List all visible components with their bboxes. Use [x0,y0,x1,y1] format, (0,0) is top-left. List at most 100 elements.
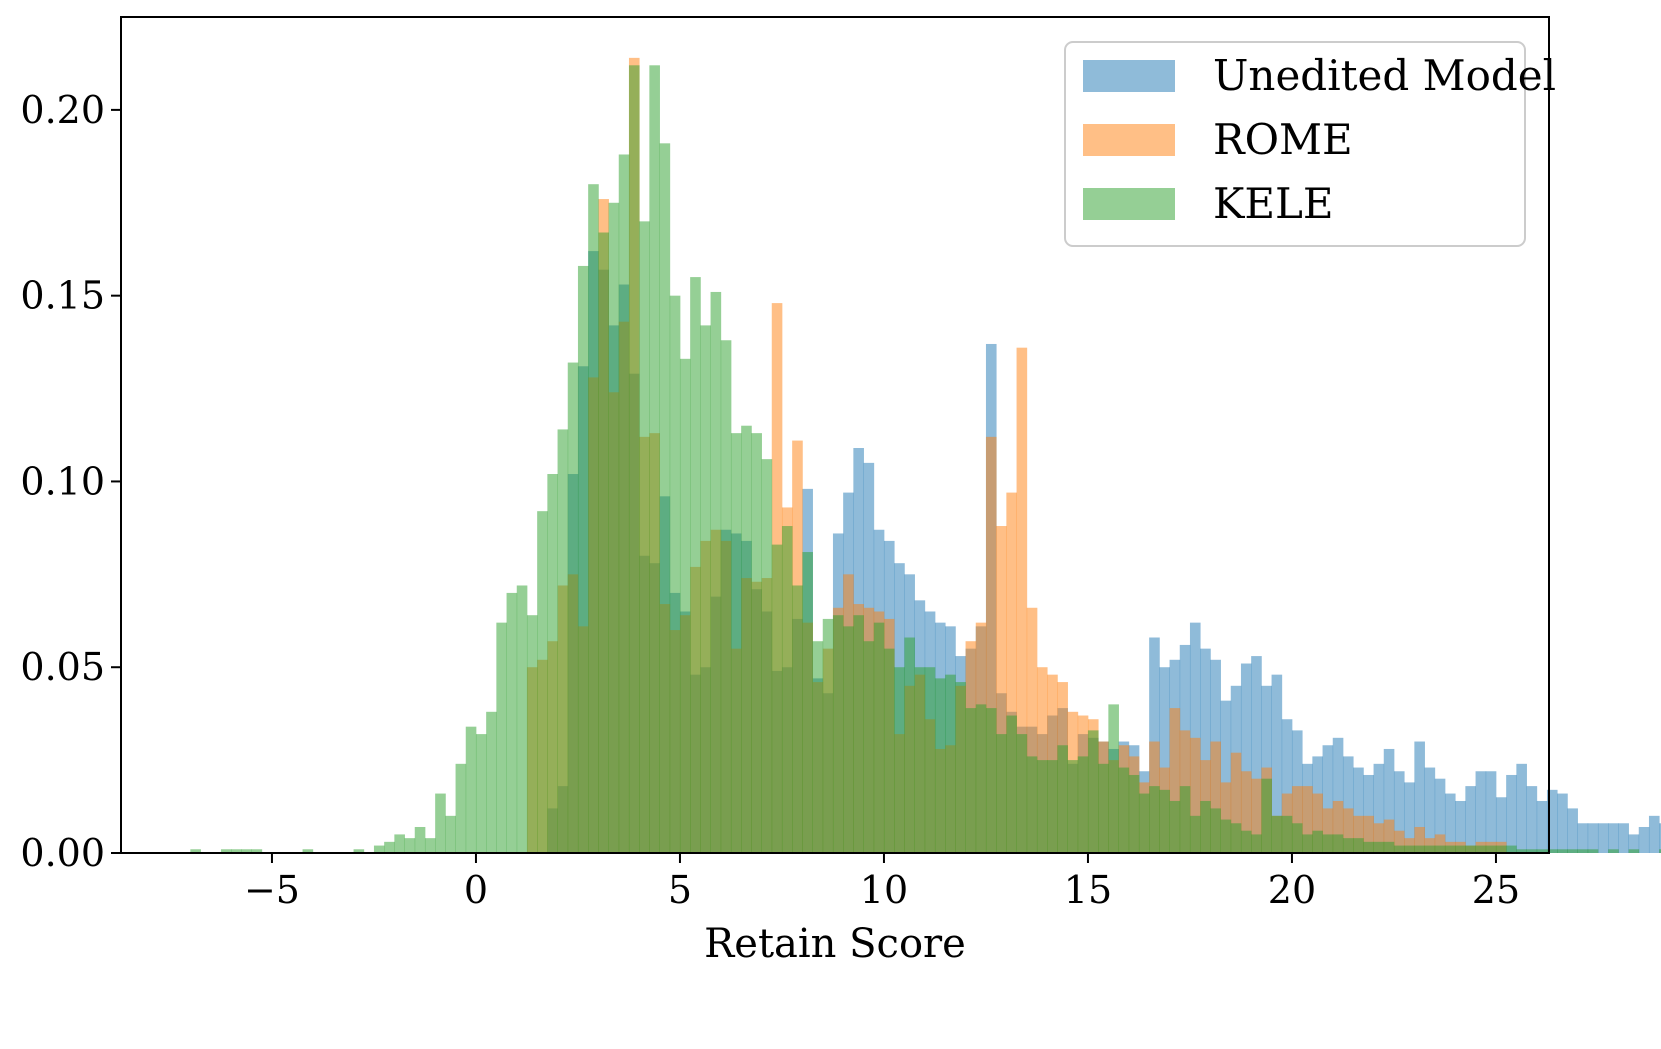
histogram-bar [639,221,650,854]
histogram-bar [1006,715,1017,853]
histogram-bar [822,618,834,853]
histogram-bar [690,277,701,854]
histogram-bar [1077,756,1089,853]
histogram-bar [1414,741,1425,853]
histogram-bar [577,265,589,853]
legend-swatch [1083,188,1175,220]
legend-label: ROME [1213,115,1353,164]
histogram-bar [1271,674,1283,853]
histogram-bar [1353,767,1364,853]
histogram-bar [1128,774,1140,853]
histogram-bar [394,834,405,853]
histogram-bar [1271,815,1283,853]
histogram-bar [618,154,630,854]
histogram-bar [1149,786,1160,853]
histogram-bar [251,849,263,853]
histogram-bar [465,726,477,853]
histogram-bar [1251,834,1262,853]
y-tick-label: 0.15 [20,274,105,318]
histogram-bar [1516,763,1527,853]
histogram-bar [1414,845,1425,853]
histogram-bar [1546,789,1558,853]
histogram-bar [1026,756,1038,853]
histogram-bar [414,826,426,853]
histogram-bar [1659,849,1661,853]
histogram-bar [1291,786,1303,853]
histogram-bar [1618,823,1629,853]
histogram-bar [1393,845,1405,853]
histogram-bar [1516,849,1527,853]
histogram-bar [496,622,507,853]
histogram-bar [231,849,242,853]
histogram-bar [1597,823,1609,853]
histogram-bar [1567,849,1578,853]
histogram-bar [894,667,905,853]
histogram-bar [1210,741,1221,853]
histogram-bar [1424,767,1436,853]
histogram-bar [1036,760,1048,853]
histogram-bar [537,511,548,853]
histogram-bar [741,425,752,853]
legend-box [1064,41,1526,247]
histogram-bar [1444,845,1456,853]
histogram-bar [424,838,436,853]
histogram-bar [985,436,997,853]
histogram-bar [1210,808,1221,853]
histogram-bar [1006,492,1017,853]
histogram-bar [1404,782,1415,853]
histogram-bar [1026,607,1038,853]
histogram-bar [302,849,314,853]
histogram-bar [1138,793,1150,853]
histogram-bar [1251,656,1262,853]
histogram-bar [863,641,875,853]
histogram-bar [1383,841,1395,853]
histogram-bar [659,143,671,853]
histogram-bar [1434,834,1446,853]
histogram-bar [1240,663,1252,853]
histogram-bar [883,648,895,853]
histogram-bar [1424,845,1436,853]
histogram-bar [1363,774,1374,853]
histogram-bar [761,459,773,853]
histogram-bar [1383,748,1395,853]
histogram-bar [1577,823,1589,853]
x-tick-label: 5 [668,868,692,912]
histogram-bar [1465,786,1476,853]
histogram-bar [445,815,456,853]
histogram-bar [598,232,609,853]
histogram-bar [812,641,824,853]
histogram-bar [1444,793,1456,853]
histogram-bar [1404,845,1415,853]
y-tick-label: 0.05 [20,645,105,689]
histogram-bar [914,667,926,853]
histogram-bar [1189,737,1201,853]
histogram-bar [1200,800,1211,853]
histogram-bar [1373,823,1385,853]
histogram-bar [1526,849,1538,853]
histogram-bar [1485,845,1497,853]
histogram-bar [1322,808,1334,853]
legend: Unedited Model ROME KELE [1064,41,1556,247]
histogram-bar [1057,745,1068,853]
histogram-bar [853,615,864,853]
histogram-bar [1373,763,1385,853]
histogram-bar [1475,845,1487,853]
histogram-bar [1455,845,1466,853]
histogram-bar [781,526,793,853]
histogram-bar [557,429,569,853]
histogram-bar [1495,845,1507,853]
y-tick-label: 0.20 [20,88,105,132]
histogram-bar [608,202,620,853]
histogram-bar [1179,786,1191,853]
histogram-bar [802,552,813,853]
histogram-bar [843,626,854,853]
histogram-bar [1353,838,1364,853]
histogram-bar [1312,830,1323,853]
histogram-bar [1567,808,1578,853]
histogram-bar [1608,823,1619,853]
histogram-bar [1608,849,1619,853]
histogram-bar [904,637,915,853]
x-tick-label: 25 [1472,868,1520,912]
histogram-bar [1047,760,1058,853]
